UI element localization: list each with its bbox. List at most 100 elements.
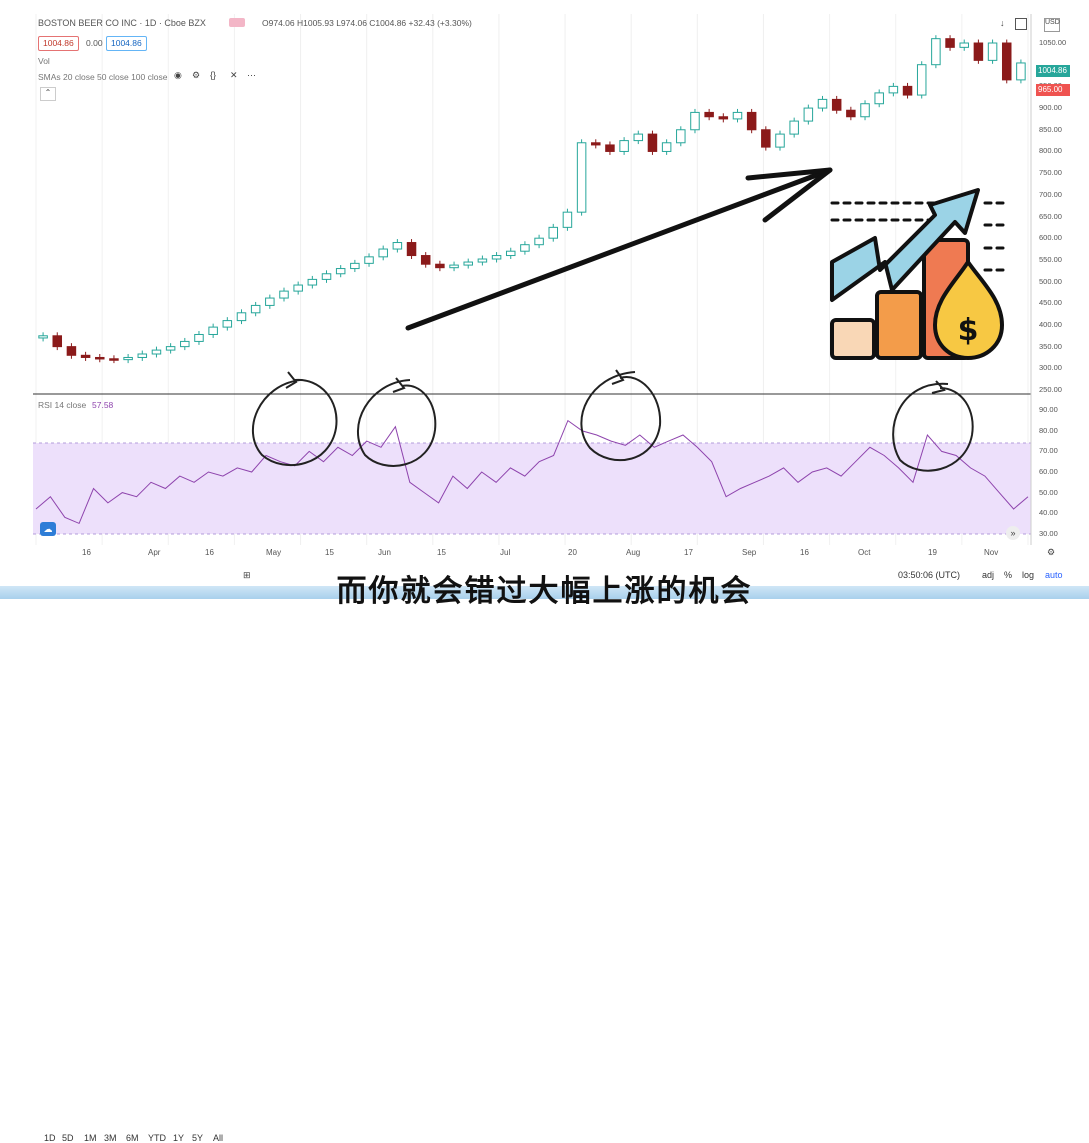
candle: [704, 111, 714, 118]
candle: [987, 42, 998, 61]
candle: [279, 290, 289, 299]
rsi-label[interactable]: RSI 14 close: [38, 400, 87, 410]
time-axis-label: 15: [325, 548, 334, 557]
candle: [831, 98, 842, 111]
timeframe-button[interactable]: All: [213, 1133, 224, 1143]
candle: [321, 273, 332, 280]
candle: [562, 211, 573, 228]
chart-area[interactable]: $: [0, 0, 1089, 599]
candlestick-series: [38, 35, 1026, 364]
candle: [449, 264, 459, 269]
time-axis-label: Aug: [626, 548, 641, 557]
candle: [945, 38, 955, 48]
rsi-axis-label: 60.00: [1039, 467, 1058, 476]
timeframe-button[interactable]: 5Y: [192, 1133, 204, 1143]
video-subtitle: 而你就会错过大幅上涨的机会: [336, 574, 753, 609]
timeframe-button[interactable]: YTD: [148, 1133, 166, 1143]
last-price-badge: 1004.86: [1036, 65, 1070, 77]
time-axis-label: 15: [437, 548, 446, 557]
arrow-down-icon[interactable]: ↓: [1000, 18, 1005, 28]
sma-indicator-label[interactable]: SMAs 20 close 50 close 100 close: [38, 72, 168, 82]
rsi-axis-label: 70.00: [1039, 446, 1058, 456]
candle: [194, 333, 204, 342]
price-axis-label: 650.00: [1039, 211, 1062, 221]
remove-icon[interactable]: ✕: [230, 70, 238, 80]
timeframe-button[interactable]: 1D: [44, 1133, 56, 1143]
candle: [236, 312, 247, 322]
candle: [265, 297, 275, 306]
rsi-axis-label: 80.00: [1039, 425, 1058, 435]
time-axis-label: Apr: [148, 548, 161, 557]
price-axis-label: 850.00: [1039, 124, 1062, 134]
date-range-icon[interactable]: ⊞: [243, 570, 251, 580]
candle: [746, 111, 757, 131]
price-axis-label: 800.00: [1039, 146, 1062, 156]
log-toggle[interactable]: log: [1022, 570, 1035, 580]
price-axis-label: 400.00: [1039, 319, 1062, 329]
bid-price-pill[interactable]: 1004.86: [38, 36, 79, 51]
adj-toggle[interactable]: adj: [982, 570, 995, 580]
settings-icon[interactable]: ⚙: [192, 70, 201, 80]
percent-toggle[interactable]: %: [1004, 570, 1013, 580]
candle: [222, 320, 233, 328]
currency-icon[interactable]: USD: [1044, 18, 1060, 32]
time-axis-label: May: [266, 548, 282, 557]
symbol-settings-icon[interactable]: [229, 18, 245, 27]
candle: [690, 111, 700, 131]
rsi-axis-label: 50.00: [1039, 487, 1058, 497]
candle: [973, 42, 984, 61]
timeframe-button[interactable]: 1Y: [173, 1133, 185, 1143]
candle: [109, 358, 119, 361]
collapse-legend-icon[interactable]: ⌃: [40, 87, 56, 101]
auto-toggle[interactable]: auto: [1045, 570, 1063, 580]
candle: [208, 326, 218, 335]
timeframe-button[interactable]: 6M: [126, 1133, 139, 1143]
time-axis-label: Oct: [858, 548, 871, 557]
axis-settings-icon[interactable]: ⚙: [1047, 547, 1056, 557]
candle: [250, 304, 261, 314]
clock: 03:50:06 (UTC): [898, 570, 961, 580]
candle: [477, 258, 488, 263]
candle: [718, 116, 729, 120]
price-axis-label: 600.00: [1039, 233, 1062, 243]
candle: [80, 354, 91, 358]
time-axis-label: 16: [82, 548, 91, 557]
candle: [775, 133, 785, 148]
candle: [463, 261, 473, 266]
ask-price-pill[interactable]: 1004.86: [106, 36, 147, 51]
candle: [661, 142, 672, 152]
candle: [293, 284, 303, 292]
candle: [846, 109, 856, 118]
candle: [874, 92, 884, 105]
price-axis-label: 350.00: [1039, 341, 1062, 351]
rsi-axis-label: 90.00: [1039, 405, 1058, 415]
time-axis-label: 20: [568, 548, 577, 557]
scroll-right-icon[interactable]: »: [1006, 526, 1020, 540]
eye-icon[interactable]: ◉: [174, 70, 182, 80]
rsi-axis-label: 40.00: [1039, 508, 1058, 518]
timeframe-button[interactable]: 3M: [104, 1133, 117, 1143]
rsi-axis-label: 30.00: [1039, 528, 1058, 538]
volume-indicator-label[interactable]: Vol: [38, 56, 50, 66]
candle: [52, 335, 63, 348]
candle: [916, 64, 927, 96]
prev-price-badge: 965.00: [1036, 84, 1070, 96]
candle: [364, 256, 374, 264]
symbol-title: BOSTON BEER CO INC · 1D · Cboe BZX: [38, 18, 206, 28]
candle: [548, 226, 559, 239]
candle: [378, 248, 388, 258]
candle: [633, 133, 644, 142]
source-code-icon[interactable]: {}: [210, 70, 217, 80]
candle: [66, 346, 77, 356]
more-icon[interactable]: ⋯: [247, 70, 256, 80]
candle: [931, 38, 941, 66]
ohlc-readout: O974.06 H1005.93 L974.06 C1004.86 +32.43…: [262, 18, 472, 28]
candle: [123, 356, 133, 361]
candle: [817, 98, 828, 109]
maximize-pane-icon[interactable]: [1015, 18, 1027, 30]
timeframe-button[interactable]: 5D: [62, 1133, 74, 1143]
timeframe-button[interactable]: 1M: [84, 1133, 97, 1143]
candle: [520, 244, 530, 252]
price-axis-label: 750.00: [1039, 168, 1062, 178]
svg-text:$: $: [958, 313, 979, 348]
